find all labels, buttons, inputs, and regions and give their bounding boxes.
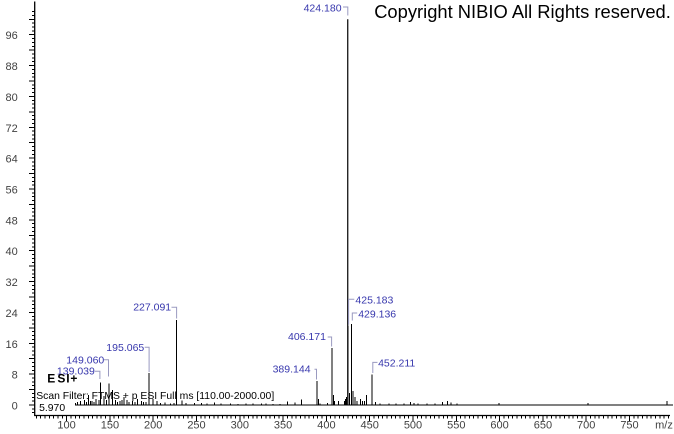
svg-text:149.060: 149.060	[66, 354, 104, 366]
svg-text:400: 400	[317, 420, 335, 432]
svg-text:650: 650	[534, 420, 552, 432]
svg-text:48: 48	[6, 215, 18, 227]
svg-text:250: 250	[187, 420, 205, 432]
svg-text:E: E	[47, 372, 56, 386]
svg-text:32: 32	[6, 277, 18, 289]
svg-text:700: 700	[577, 420, 595, 432]
svg-text:96: 96	[6, 30, 18, 42]
svg-text:72: 72	[6, 123, 18, 135]
svg-text:40: 40	[6, 246, 18, 258]
svg-text:750: 750	[620, 420, 638, 432]
svg-text:200: 200	[144, 420, 162, 432]
svg-text:424.180: 424.180	[304, 3, 342, 15]
svg-text:389.144: 389.144	[273, 363, 311, 375]
svg-text:406.171: 406.171	[288, 331, 326, 343]
svg-text:425.183: 425.183	[355, 295, 393, 307]
svg-text:16: 16	[6, 339, 18, 351]
svg-text:139.039: 139.039	[57, 366, 95, 378]
svg-text:8: 8	[12, 370, 18, 382]
svg-text:350: 350	[274, 420, 292, 432]
svg-text:300: 300	[231, 420, 249, 432]
svg-text:500: 500	[404, 420, 422, 432]
svg-text:80: 80	[6, 92, 18, 104]
svg-text:450: 450	[361, 420, 379, 432]
svg-text:5.970: 5.970	[39, 403, 65, 414]
svg-text:0: 0	[12, 401, 18, 413]
svg-text:550: 550	[447, 420, 465, 432]
svg-text:SI+: SI+	[57, 372, 78, 386]
svg-text:m/z: m/z	[655, 420, 673, 432]
svg-text:227.091: 227.091	[133, 302, 171, 314]
svg-text:56: 56	[6, 185, 18, 197]
svg-text:64: 64	[6, 154, 18, 166]
svg-text:Scan Filter: FTMS + p ESI Full: Scan Filter: FTMS + p ESI Full ms [110.0…	[36, 391, 274, 402]
svg-text:24: 24	[6, 308, 18, 320]
svg-text:150: 150	[101, 420, 119, 432]
svg-text:452.211: 452.211	[378, 358, 415, 370]
svg-text:100: 100	[57, 420, 75, 432]
svg-text:88: 88	[6, 61, 18, 73]
svg-text:195.065: 195.065	[106, 342, 144, 354]
svg-text:600: 600	[490, 420, 508, 432]
svg-text:Copyright NIBIO All Rights res: Copyright NIBIO All Rights reserved.	[374, 1, 671, 22]
svg-text:429.136: 429.136	[358, 309, 396, 321]
